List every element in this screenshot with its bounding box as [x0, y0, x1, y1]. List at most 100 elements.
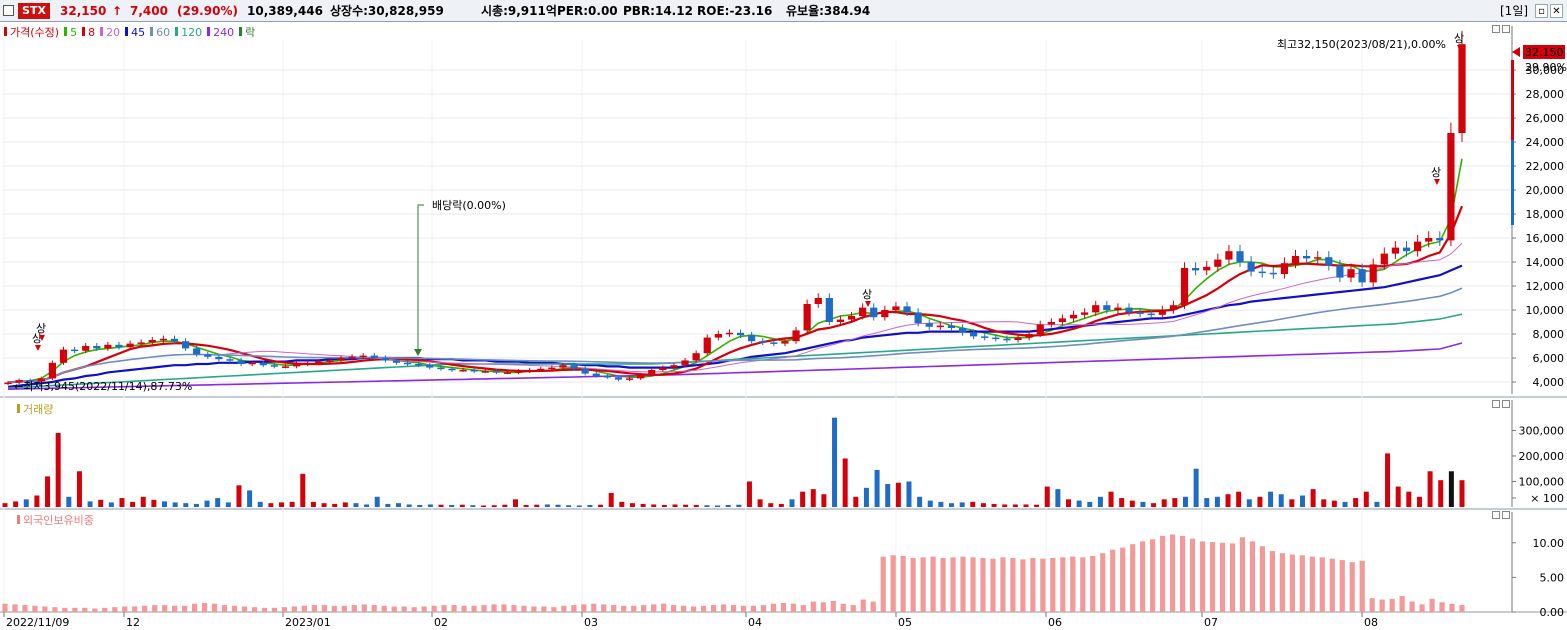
candle	[625, 378, 634, 380]
last-price-text: 32,150	[1525, 46, 1564, 59]
foreign-ratio-bar	[521, 605, 527, 612]
candle	[459, 370, 467, 372]
legend-marker-icon	[207, 27, 211, 36]
candle	[514, 371, 523, 373]
foreign-ratio-bar	[62, 607, 68, 612]
candle	[759, 341, 767, 343]
panel-close-icon[interactable]	[1502, 400, 1510, 408]
volume-bar	[342, 502, 348, 507]
volume-bar	[704, 505, 710, 507]
candle	[193, 348, 201, 355]
y-tick-label: 8,000	[1533, 328, 1565, 341]
foreign-ratio-bar	[651, 604, 657, 612]
foreign-ratio-bar	[291, 606, 298, 612]
candle	[1069, 314, 1078, 319]
panel-close-icon[interactable]	[1502, 25, 1510, 33]
candle	[914, 312, 922, 324]
volume-bar	[45, 476, 51, 507]
candle	[137, 342, 145, 344]
volume-bar	[842, 458, 848, 507]
candle	[15, 380, 23, 383]
candle	[292, 364, 301, 367]
foreign-ratio-bar	[241, 606, 248, 612]
volume-bar	[172, 502, 178, 507]
volume-bar	[1395, 486, 1401, 507]
candle	[1291, 256, 1300, 264]
volume-bar	[1214, 496, 1220, 507]
foreign-ratio-bar	[541, 606, 547, 612]
restore-icon[interactable]: ▫	[1535, 4, 1548, 18]
volume-bar	[193, 503, 199, 507]
y-tick-label: 24,000	[1526, 136, 1565, 149]
y-tick-label: 18,000	[1526, 208, 1565, 221]
dividend-marker	[417, 204, 424, 352]
panel-close-icon[interactable]	[1502, 511, 1510, 519]
candle	[337, 358, 345, 361]
foreign-ratio-bar	[371, 605, 377, 612]
stock-header-bar: STX 32,150 ↑ 7,400 (29.90%) 10,389,446 상…	[0, 0, 1567, 22]
candle	[903, 306, 911, 313]
foreign-ratio-bar	[1249, 541, 1256, 612]
candle	[603, 376, 611, 378]
foreign-ratio-bar	[1199, 541, 1206, 612]
foreign-ratio-bar	[82, 607, 88, 612]
foreign-ratio-bar	[840, 603, 846, 612]
foreign-ratio-bar	[720, 604, 727, 612]
candle	[159, 338, 167, 341]
panel-divider[interactable]	[0, 396, 1567, 398]
volume-bar	[310, 501, 316, 507]
candle	[637, 374, 645, 379]
candle	[59, 349, 68, 363]
select-checkbox[interactable]	[3, 5, 14, 16]
foreign-ratio-bar	[122, 606, 128, 612]
candle	[1180, 268, 1189, 306]
candle	[1225, 251, 1233, 260]
y-tick-label: 4,000	[1533, 376, 1565, 389]
close-icon[interactable]: ✕	[1550, 4, 1563, 18]
foreign-ratio-bar	[671, 605, 677, 612]
stock-code[interactable]: STX	[18, 3, 50, 19]
foreign-ratio-bar	[182, 605, 188, 612]
volume-bar	[87, 501, 93, 507]
foreign-ratio-bar	[1020, 559, 1026, 612]
foreign-ratio-bar	[1140, 541, 1146, 612]
candle	[1336, 265, 1344, 278]
foreign-ratio-bar	[1339, 560, 1345, 612]
volume-bar	[491, 505, 497, 507]
volume-bar	[715, 505, 721, 507]
panel-restore-icon[interactable]	[1492, 511, 1500, 519]
foreign-ratio-bar	[1090, 555, 1096, 612]
panel-restore-icon[interactable]	[1492, 400, 1500, 408]
volume-bar	[140, 496, 146, 507]
candle	[492, 371, 500, 373]
volume-bar	[512, 499, 518, 507]
candle	[470, 370, 478, 372]
foreign-ratio-bar	[1070, 556, 1076, 612]
market-cap: 시총:9,911억	[481, 4, 557, 18]
foreign-ratio-bar	[271, 607, 278, 612]
volume-bar	[810, 489, 816, 507]
y-tick-label: 14,000	[1526, 256, 1565, 269]
foreign-ratio-bar	[32, 605, 38, 612]
panel-divider[interactable]	[0, 508, 1567, 510]
panel-restore-icon[interactable]	[1492, 25, 1500, 33]
volume-bar	[1374, 501, 1380, 507]
foreign-ratio-bar	[1349, 562, 1355, 612]
legend-item-label: 락	[245, 26, 256, 39]
volume-bar	[693, 504, 699, 507]
volume-bar	[268, 503, 274, 507]
period-selector[interactable]: [1일]	[1500, 4, 1529, 18]
candle	[1269, 272, 1277, 275]
legend-marker-icon	[64, 27, 68, 36]
foreign-ratio-bar	[1359, 560, 1365, 612]
volume-bar	[1353, 498, 1359, 507]
foreign-ratio-bar	[321, 605, 327, 612]
volume-bar	[364, 504, 370, 507]
legend-item-label: 60	[156, 26, 171, 39]
candle	[448, 368, 456, 371]
volume-bar	[1310, 489, 1316, 507]
volume-legend: 거래량	[17, 401, 53, 417]
volume-bar	[544, 504, 550, 507]
foreign-ratio-bar	[431, 605, 437, 612]
